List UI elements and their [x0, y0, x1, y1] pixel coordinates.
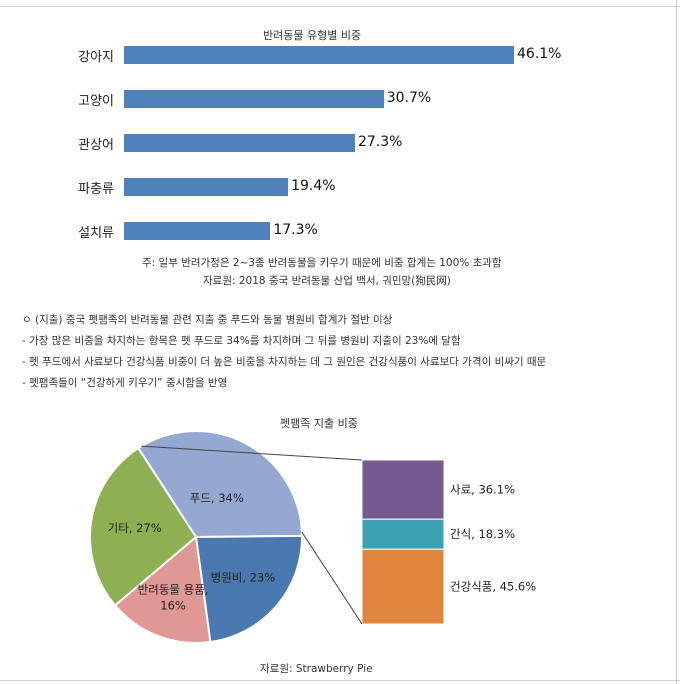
connector-line: [141, 445, 363, 461]
pie-slice-label: 푸드, 34%: [190, 491, 244, 505]
top-border: [0, 6, 680, 7]
stack-segment: [361, 459, 445, 520]
stack-segment: [361, 518, 445, 550]
bullet-item: - 펫팸족들이 “건강하게 키우기” 중시함을 반영: [22, 377, 228, 389]
pie-slice-label: 16%: [160, 599, 186, 613]
bullet-item: - 펫 푸드에서 사료보다 건강식품 비중이 더 높은 비중을 차지하는 데 그…: [22, 356, 547, 368]
bar-value-label: 19.4%: [291, 178, 336, 194]
pie-chart-title: 펫팸족 지출 비중: [280, 417, 358, 430]
bullet-list: ㅇ (지출) 중국 펫팸족의 반려동물 관련 지출 중 푸드와 동물 병원비 합…: [22, 312, 546, 396]
bar-chart-title: 반려동물 유형별 비중: [263, 29, 362, 42]
stack-segment-label: 건강식품, 45.6%: [450, 580, 536, 594]
bar: [124, 178, 289, 196]
bar: [124, 90, 384, 108]
pie-slice-label: 기타, 27%: [108, 521, 162, 535]
bar: [124, 134, 355, 152]
stack-segment: [361, 548, 445, 625]
bar-category-label: 강아지: [78, 50, 114, 65]
bullet-heading: ㅇ (지출) 중국 펫팸족의 반려동물 관련 지출 중 푸드와 동물 병원비 합…: [22, 314, 393, 326]
bar: [124, 46, 514, 64]
pie-slice-label: 병원비, 23%: [211, 571, 276, 585]
chart-source: 자료원: 2018 중국 반려동물 산업 백서, 궈민망(狗民网): [203, 275, 451, 287]
bar-value-label: 46.1%: [517, 46, 562, 62]
bar-category-label: 고양이: [78, 94, 114, 109]
connector-line: [301, 531, 363, 625]
bar-value-label: 30.7%: [386, 90, 432, 106]
bar-category-label: 파충류: [78, 182, 114, 197]
pie-slice-label: 반려동물 용품,: [138, 583, 209, 597]
bar: [124, 222, 271, 240]
stack-segment-label: 사료, 36.1%: [450, 483, 515, 497]
right-border: [676, 0, 677, 684]
pie-chart-source: 자료원: Strawberry Pie: [260, 663, 373, 675]
chart-note: 주: 일부 반려가정은 2~3종 반려동물을 키우기 때문에 비중 합계는 10…: [142, 257, 502, 269]
bottom-border: [0, 680, 680, 681]
bar-value-label: 27.3%: [357, 134, 403, 150]
pie-slice: [113, 535, 212, 644]
bar-category-label: 관상어: [78, 138, 114, 153]
stack-segment-label: 간식, 18.3%: [450, 527, 515, 541]
bar-value-label: 17.3%: [273, 222, 318, 238]
pie-slice: [89, 446, 198, 607]
bar-category-label: 설치류: [78, 226, 114, 241]
pie-slice: [194, 534, 303, 644]
bullet-item: - 가장 많은 비중을 차지하는 항목은 펫 푸드로 34%를 차지하며 그 뒤…: [22, 335, 461, 347]
